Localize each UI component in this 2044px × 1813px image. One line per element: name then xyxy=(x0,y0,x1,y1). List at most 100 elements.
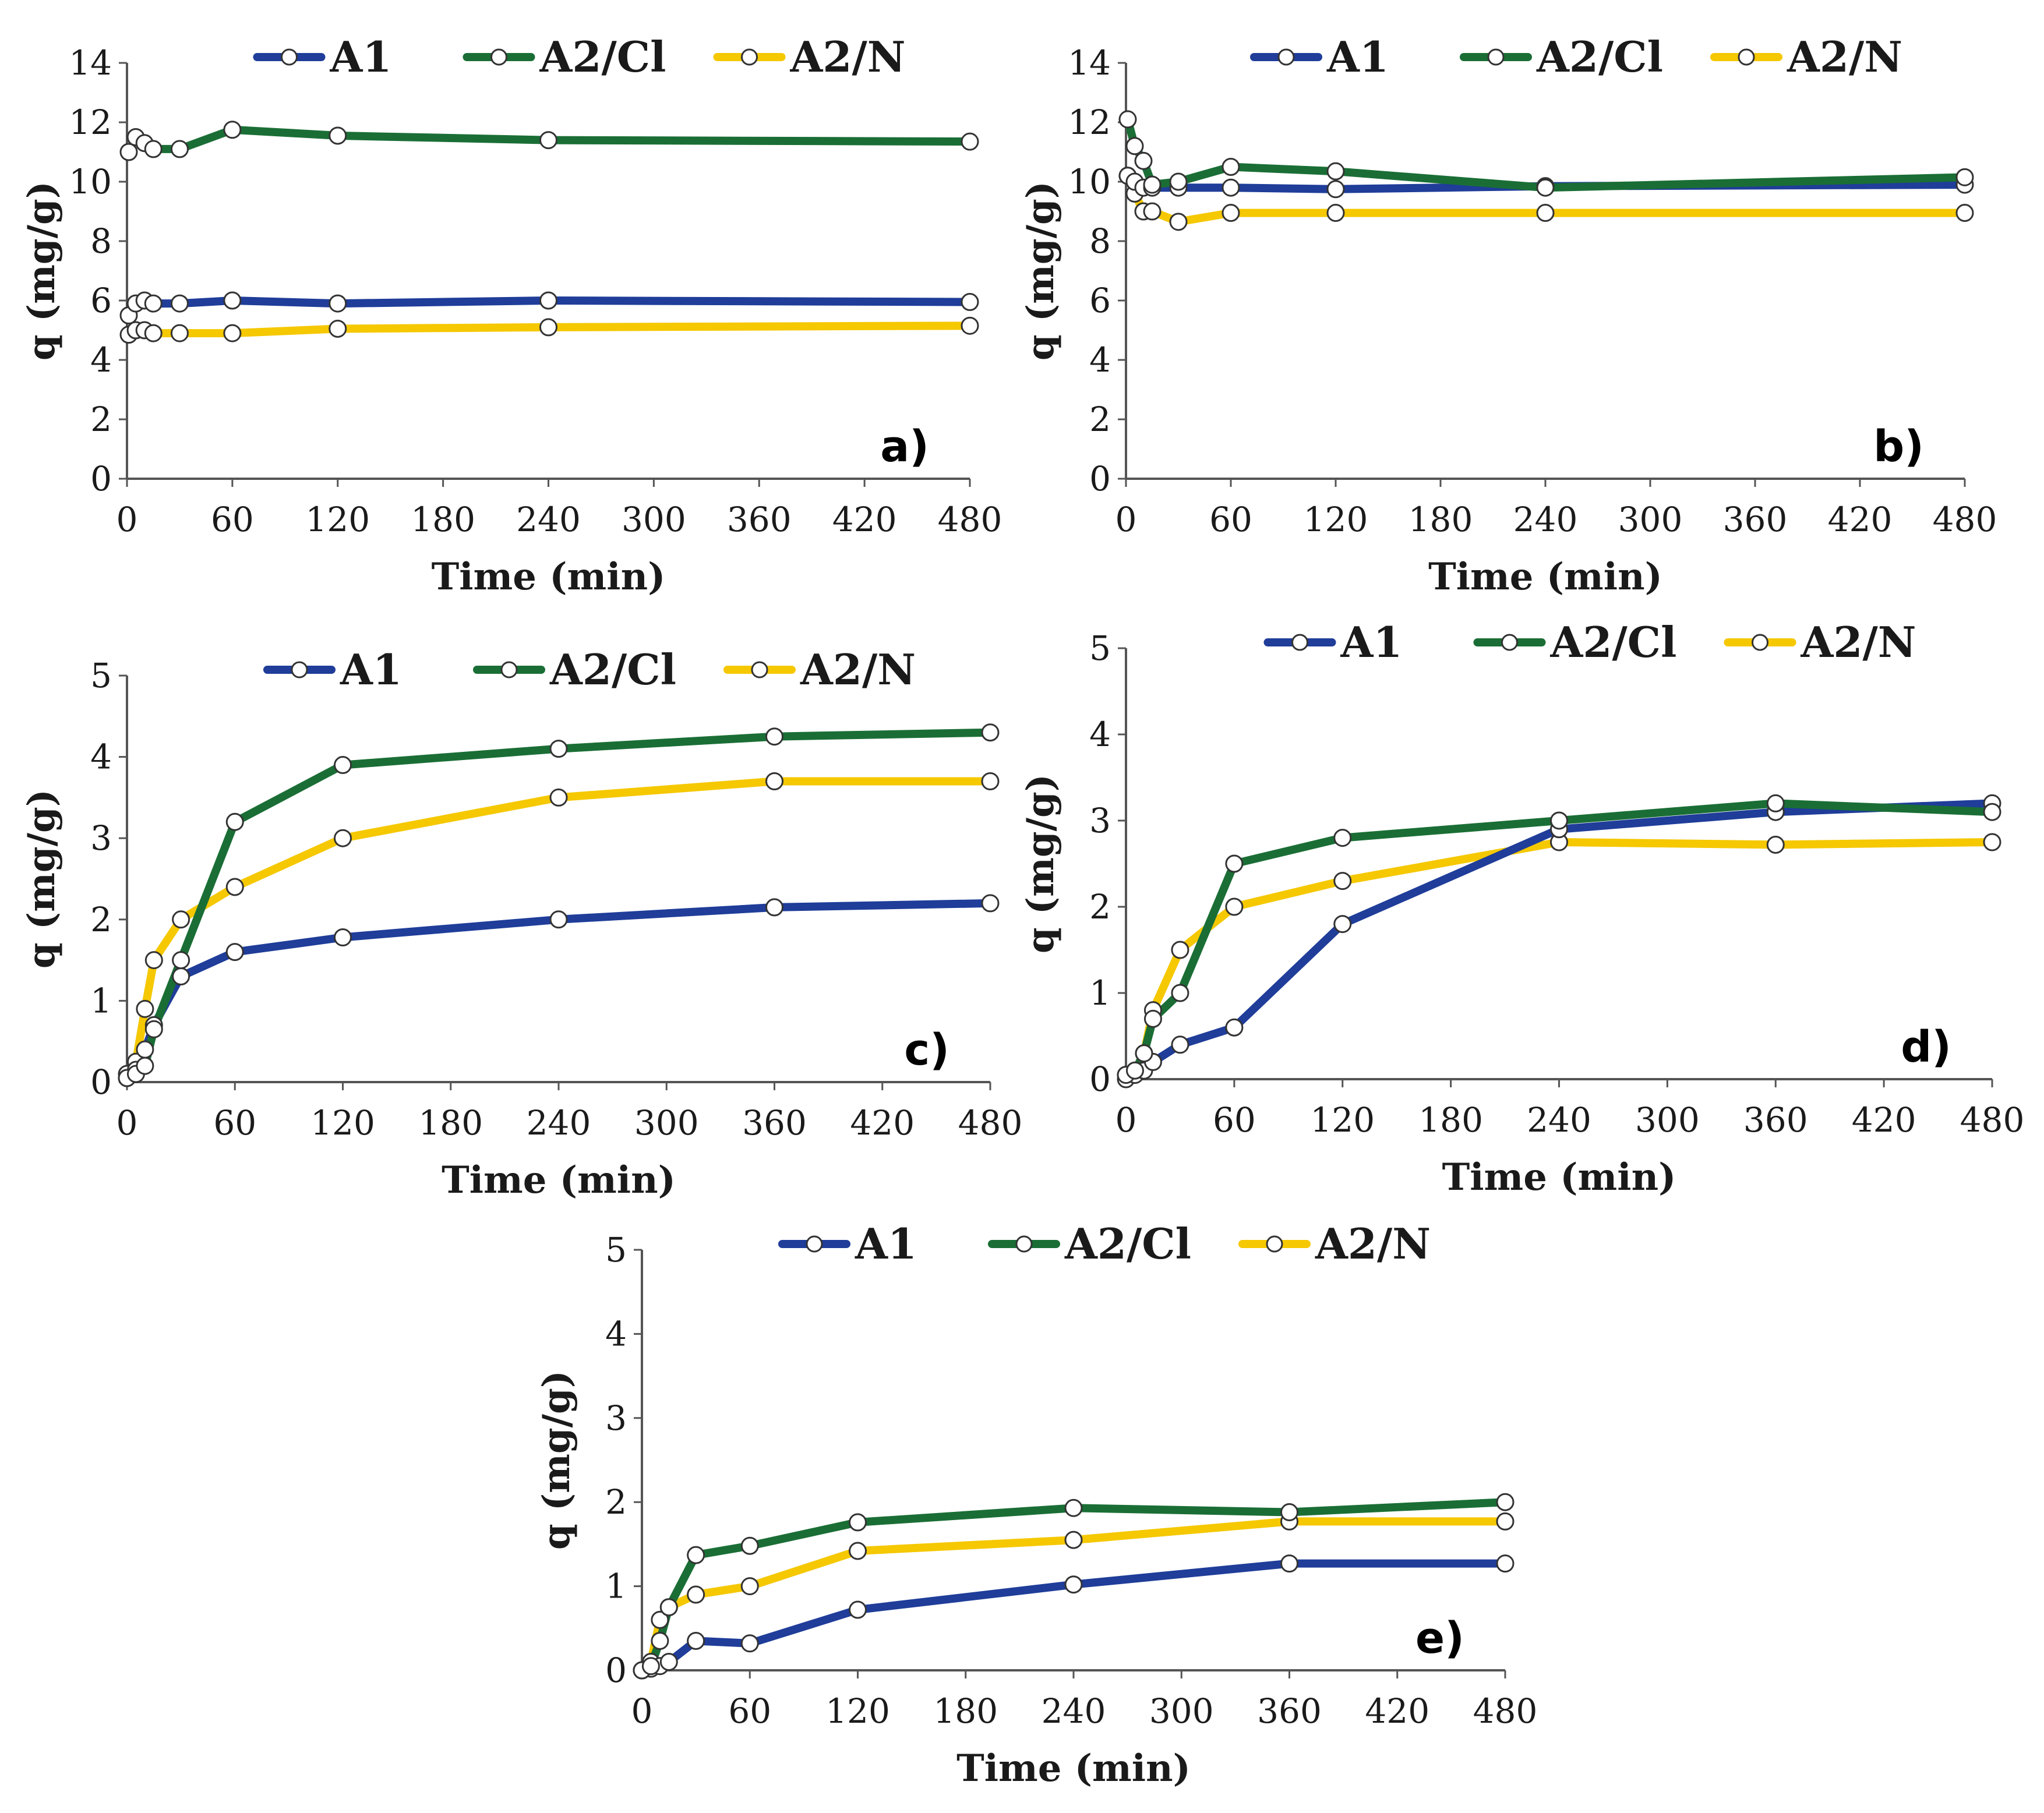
y-tick-label: 5 xyxy=(90,656,112,695)
y-tick-label: 5 xyxy=(605,1230,627,1270)
x-tick-label: 360 xyxy=(1723,500,1788,539)
legend-swatch-marker xyxy=(1752,634,1768,651)
data-point-A1 xyxy=(687,1631,705,1650)
data-point-A2-Cl xyxy=(539,131,557,150)
y-tick-label: 4 xyxy=(90,340,112,380)
legend-swatch-marker xyxy=(1738,48,1755,66)
y-axis-title: q (mg/g) xyxy=(1019,774,1062,953)
legend-swatch-marker xyxy=(291,661,308,678)
chart-panel-b: 0 2 4 6 8 10 12 14 0 60 120 180 240 300 360 420 480 Time … xyxy=(1019,32,1997,599)
legend-item: A1 xyxy=(253,32,391,82)
y-tick-label: 0 xyxy=(90,1062,112,1102)
legend-label: A2/Cl xyxy=(1064,1219,1191,1268)
legend-item: A1 xyxy=(263,645,402,694)
data-point-A2-Cl xyxy=(334,756,352,775)
y-axis-title: q (mg/g) xyxy=(535,1370,578,1550)
x-tick-label: 420 xyxy=(1365,1691,1429,1731)
data-point-A1 xyxy=(136,1040,154,1059)
legend-label: A2/N xyxy=(800,645,916,694)
data-point-A2-N xyxy=(1766,835,1785,854)
data-point-A2-Cl xyxy=(119,143,138,161)
x-tick-label: 480 xyxy=(958,1103,1023,1143)
data-point-A2-Cl xyxy=(1125,1061,1144,1080)
legend-swatch-marker xyxy=(1015,1235,1033,1253)
y-tick-label: 2 xyxy=(1089,400,1111,439)
data-point-A2-Cl xyxy=(1326,162,1345,181)
data-point-A2-Cl xyxy=(1225,854,1244,873)
series-line-A2-Cl xyxy=(1122,799,1996,1079)
y-tick-label: 1 xyxy=(605,1567,627,1606)
y-tick-label: 4 xyxy=(605,1314,627,1353)
x-tick-label: 240 xyxy=(527,1103,591,1143)
legend-swatch-marker xyxy=(490,48,507,66)
data-point-A2-N xyxy=(1225,897,1244,916)
legend-label: A1 xyxy=(340,645,402,694)
data-point-A2-Cl xyxy=(651,1631,669,1650)
y-tick-label: 8 xyxy=(90,221,112,261)
x-tick-label: 120 xyxy=(305,500,370,539)
x-tick-label: 0 xyxy=(631,1691,653,1731)
x-tick-label: 480 xyxy=(1473,1691,1538,1731)
y-tick-label: 4 xyxy=(1089,340,1111,380)
legend-item: A2/Cl xyxy=(988,1219,1191,1268)
data-point-A2-Cl xyxy=(1169,172,1188,191)
data-point-A2-Cl xyxy=(172,951,190,970)
x-axis-title: Time (min) xyxy=(432,555,666,599)
y-tick-label: 2 xyxy=(90,900,112,939)
legend-swatch-marker xyxy=(281,48,298,66)
data-point-A2-Cl xyxy=(225,812,244,831)
y-tick-label: 14 xyxy=(69,43,112,83)
data-point-A2-N xyxy=(740,1577,759,1596)
data-point-A2-Cl xyxy=(1550,811,1568,830)
legend-swatch-marker xyxy=(741,48,758,66)
data-point-A2-N xyxy=(144,324,163,342)
y-tick-label: 10 xyxy=(1068,162,1111,202)
x-tick-label: 60 xyxy=(728,1691,771,1731)
data-point-A2-N xyxy=(223,324,242,342)
x-tick-label: 240 xyxy=(1513,500,1578,539)
legend-item: A2/N xyxy=(723,645,916,694)
data-point-A2-Cl xyxy=(659,1598,678,1617)
legend-item: A2/Cl xyxy=(463,32,666,82)
data-point-A2-N xyxy=(170,324,189,342)
data-point-A2-N xyxy=(549,788,568,807)
data-point-A2-N xyxy=(1536,204,1555,222)
y-tick-label: 8 xyxy=(1089,221,1111,261)
legend-swatch-marker xyxy=(500,661,518,678)
data-point-A1 xyxy=(1064,1575,1083,1594)
legend-swatch-marker xyxy=(1291,634,1308,651)
data-point-A1 xyxy=(765,898,783,917)
data-point-A2-N xyxy=(136,999,154,1018)
chart-panel-a: 0 2 4 6 8 10 12 14 0 60 120 180 240 300 360 420 480 Time … xyxy=(20,32,1002,599)
data-point-A2-Cl xyxy=(329,126,347,145)
x-tick-label: 300 xyxy=(1618,500,1683,539)
data-point-A2-Cl xyxy=(740,1536,759,1555)
data-point-A1 xyxy=(1171,1036,1189,1054)
y-axis-title: q (mg/g) xyxy=(1019,181,1062,361)
x-tick-label: 60 xyxy=(211,500,254,539)
x-tick-label: 480 xyxy=(938,500,1002,539)
x-tick-label: 0 xyxy=(117,500,138,539)
data-point-A2-N xyxy=(687,1585,705,1604)
x-tick-label: 180 xyxy=(418,1103,483,1143)
legend-label: A2/Cl xyxy=(539,32,666,82)
data-point-A2-N xyxy=(329,319,347,338)
data-point-A1 xyxy=(539,291,557,310)
data-point-A2-Cl xyxy=(1222,158,1240,176)
data-point-A2-Cl xyxy=(1171,984,1189,1002)
data-point-A2-N xyxy=(334,829,352,847)
legend-item: A2/Cl xyxy=(473,645,676,694)
panel-label: c) xyxy=(904,1025,949,1075)
legend-item: A1 xyxy=(1263,617,1402,667)
x-tick-label: 240 xyxy=(516,500,581,539)
series-line-A2-Cl xyxy=(638,1498,1509,1674)
legend-label: A2/N xyxy=(1787,32,1902,82)
data-point-A2-Cl xyxy=(549,740,568,758)
data-point-A2-Cl xyxy=(1135,1044,1153,1063)
y-tick-label: 3 xyxy=(1089,801,1111,840)
x-tick-label: 0 xyxy=(1115,1100,1137,1140)
y-tick-label: 1 xyxy=(90,981,112,1020)
data-point-A2-Cl xyxy=(144,140,163,158)
y-axis-title: q (mg/g) xyxy=(20,789,63,969)
data-point-A1 xyxy=(1222,178,1240,197)
